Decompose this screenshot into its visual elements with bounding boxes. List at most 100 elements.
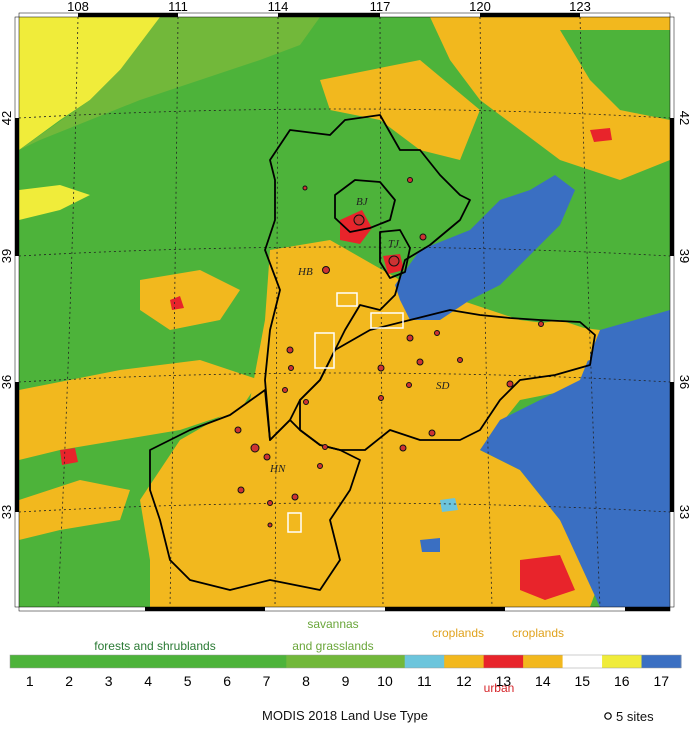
legend-class-number: 7: [263, 673, 271, 689]
site-marker: [250, 443, 260, 453]
legend-swatch: [49, 655, 90, 668]
site-marker: [322, 266, 330, 274]
legend-swatch: [483, 655, 524, 668]
figure-title: MODIS 2018 Land Use Type: [262, 708, 428, 723]
site-marker: [263, 453, 271, 461]
legend-class-number: 1: [26, 673, 34, 689]
site-marker: [406, 382, 412, 388]
legend-class-number: 14: [535, 673, 551, 689]
legend-class-number: 9: [342, 673, 350, 689]
category-label-grasslands: and grasslands: [292, 639, 373, 653]
site-marker: [353, 214, 365, 226]
site-marker: [419, 233, 427, 241]
site-scale-legend: 5 sites: [604, 709, 654, 724]
legend-class-number: 6: [223, 673, 231, 689]
lat-tick-label: 33: [677, 505, 691, 519]
legend-swatch: [10, 655, 50, 668]
site-marker: [378, 395, 384, 401]
latitude-tick-labels-right: 42 39 36 33: [677, 111, 691, 519]
lon-tick-label: 120: [469, 0, 491, 14]
site-marker: [286, 346, 294, 354]
province-label-hn: HN: [269, 463, 286, 475]
longitude-tick-labels: 108 111 114 117 120 123: [67, 0, 591, 14]
legend-swatch: [602, 655, 643, 668]
category-label-croplands-14: croplands: [512, 626, 564, 640]
landcover-layer: [19, 17, 670, 607]
legend-swatch: [404, 655, 445, 668]
lat-tick-label: 42: [677, 111, 691, 125]
province-boundaries: [149, 114, 596, 591]
site-marker: [416, 358, 424, 366]
lon-tick-label: 108: [67, 0, 89, 14]
legend-class-number: 4: [144, 673, 152, 689]
site-scale-label: 5 sites: [616, 709, 654, 724]
study-boxes: [287, 292, 404, 533]
legend-outline: [9, 654, 682, 669]
graticule: [18, 16, 671, 608]
axis-rulers: [14, 12, 675, 612]
legend-swatch: [562, 655, 603, 668]
lat-tick-label: 36: [0, 375, 14, 389]
province-label-hb: HB: [297, 266, 313, 278]
site-marker: [237, 486, 245, 494]
lon-tick-label: 117: [370, 0, 391, 14]
site-marker: [317, 463, 323, 469]
site-marker: [303, 399, 309, 405]
legend-swatch: [246, 655, 287, 668]
legend-category-labels: forests and shrublands savannas and gras…: [94, 617, 564, 695]
site-marker: [288, 365, 294, 371]
legend-swatch: [365, 655, 406, 668]
legend-swatch: [167, 655, 208, 668]
legend-class-number: 3: [105, 673, 113, 689]
legend-class-number: 5: [184, 673, 192, 689]
site-marker: [538, 321, 544, 327]
legend-swatch: [641, 655, 682, 668]
legend-swatch: [523, 655, 564, 668]
category-label-savannas: savannas: [307, 617, 358, 631]
site-marker: [282, 387, 288, 393]
category-label-urban: urban: [484, 681, 515, 695]
site-scale-circle-icon: [604, 712, 612, 720]
legend-class-number: 17: [653, 673, 669, 689]
legend-swatch: [444, 655, 485, 668]
legend-colorbar: [9, 654, 682, 669]
legend-class-number: 15: [575, 673, 591, 689]
site-marker: [428, 429, 436, 437]
legend-swatch: [88, 655, 129, 668]
site-marker: [302, 185, 308, 191]
legend-class-number: 8: [302, 673, 310, 689]
site-marker: [399, 444, 407, 452]
monitoring-sites: [234, 177, 544, 528]
province-label-tj: TJ: [388, 238, 400, 250]
legend-class-number: 11: [417, 673, 432, 689]
lat-tick-label: 36: [677, 375, 691, 389]
legend-swatch: [128, 655, 169, 668]
site-marker: [267, 500, 273, 506]
lon-tick-label: 114: [268, 0, 289, 14]
category-label-croplands-12: croplands: [432, 626, 484, 640]
lat-tick-label: 39: [0, 249, 14, 263]
category-label-forests: forests and shrublands: [94, 639, 215, 653]
legend-class-number: 10: [377, 673, 393, 689]
lat-tick-label: 42: [0, 111, 14, 125]
site-marker: [377, 364, 385, 372]
legend-class-number: 16: [614, 673, 630, 689]
latitude-tick-labels-left: 42 39 36 33: [0, 111, 14, 519]
lon-tick-label: 111: [168, 0, 188, 14]
legend-swatch: [286, 655, 327, 668]
site-marker: [407, 177, 413, 183]
legend-class-number: 2: [65, 673, 73, 689]
province-label-sd: SD: [436, 380, 450, 392]
legend-class-number: 12: [456, 673, 472, 689]
province-label-bj: BJ: [356, 196, 369, 208]
legend-class-number: 13: [496, 673, 512, 689]
site-marker: [506, 380, 514, 388]
site-marker: [388, 255, 400, 267]
site-marker: [406, 334, 414, 342]
legend-swatch: [325, 655, 366, 668]
site-marker: [434, 330, 440, 336]
legend-swatch: [207, 655, 248, 668]
province-labels: BJ TJ HB SD HN: [269, 196, 450, 475]
lat-tick-label: 39: [677, 249, 691, 263]
